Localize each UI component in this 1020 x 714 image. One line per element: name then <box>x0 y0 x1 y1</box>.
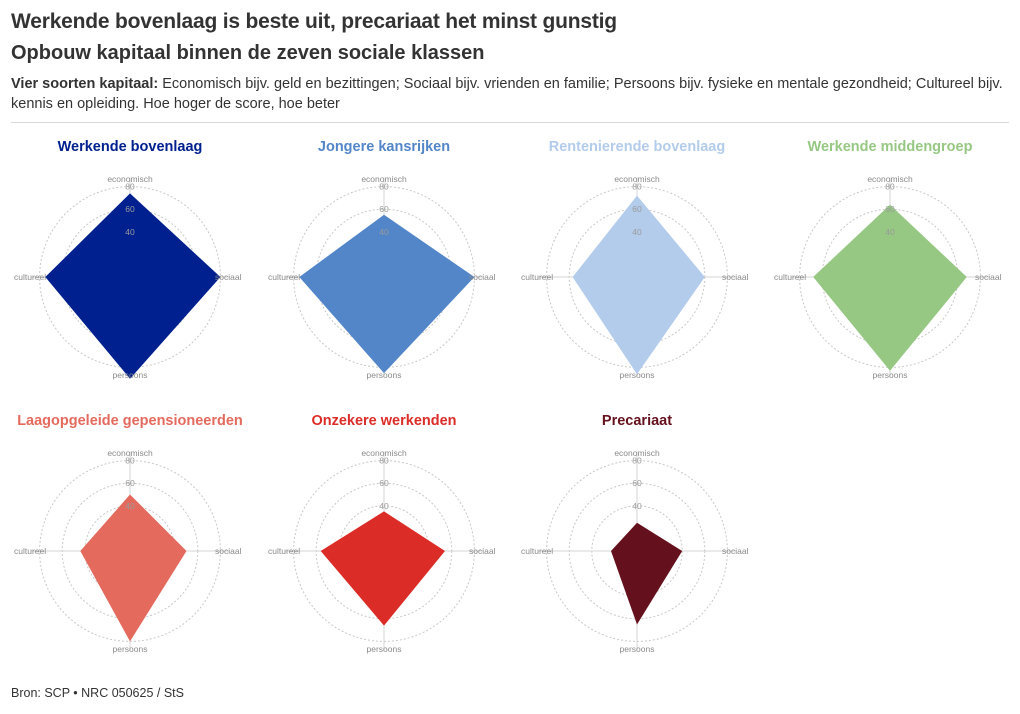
header-divider <box>11 122 1009 123</box>
axis-label-sociaal: sociaal <box>215 546 242 556</box>
tick-label-80: 80 <box>125 182 135 192</box>
tick-label-60: 60 <box>632 204 642 214</box>
axis-label-persoons: persoons <box>620 644 655 654</box>
axis-label-persoons: persoons <box>113 644 148 654</box>
description-bold: Vier soorten kapitaal: <box>11 76 159 92</box>
axis-label-sociaal: sociaal <box>215 272 242 282</box>
axis-label-economisch: economisch <box>107 174 153 184</box>
tick-label-60: 60 <box>885 204 895 214</box>
tick-label-60: 60 <box>379 204 389 214</box>
data-area <box>45 193 221 379</box>
axis-label-cultureel: cultureel <box>14 546 46 556</box>
axis-label-economisch: economisch <box>107 448 153 458</box>
axis-label-cultureel: cultureel <box>14 272 46 282</box>
radar-laagopgeleide-gepensioneerden: Laagopgeleide gepensioneerden 40 60 80econo… <box>14 413 243 654</box>
axis-label-sociaal: sociaal <box>469 546 496 556</box>
chart-description: Vier soorten kapitaal: Economisch bijv. … <box>11 74 1011 114</box>
tick-label-40: 40 <box>379 501 389 511</box>
axis-label-sociaal: sociaal <box>975 272 1002 282</box>
tick-label-80: 80 <box>885 182 895 192</box>
radar-title: Werkende middengroep <box>808 139 973 155</box>
axis-label-cultureel: cultureel <box>521 272 553 282</box>
tick-label-60: 60 <box>125 478 135 488</box>
chart-title: Werkende bovenlaag is beste uit, precari… <box>11 10 617 33</box>
axis-label-economisch: economisch <box>361 448 407 458</box>
axis-label-persoons: persoons <box>620 370 655 380</box>
axis-label-persoons: persoons <box>113 370 148 380</box>
data-area <box>611 522 683 625</box>
tick-label-80: 80 <box>632 182 642 192</box>
source-note: Bron: SCP • NRC 050625 / StS <box>11 686 184 700</box>
axis-label-economisch: economisch <box>614 174 660 184</box>
axis-label-cultureel: cultureel <box>268 546 300 556</box>
chart-subtitle: Opbouw kapitaal binnen de zeven sociale … <box>11 42 485 64</box>
radar-title: Jongere kansrijken <box>318 139 450 155</box>
axis-label-economisch: economisch <box>361 174 407 184</box>
tick-label-60: 60 <box>125 204 135 214</box>
axis-label-cultureel: cultureel <box>268 272 300 282</box>
tick-label-80: 80 <box>379 456 389 466</box>
axis-label-sociaal: sociaal <box>722 546 749 556</box>
tick-label-40: 40 <box>379 227 389 237</box>
radar-title: Onzekere werkenden <box>311 413 456 429</box>
tick-label-40: 40 <box>885 227 895 237</box>
tick-label-80: 80 <box>125 456 135 466</box>
data-area <box>299 214 475 374</box>
description-text: Economisch bijv. geld en bezittingen; So… <box>11 76 1003 112</box>
tick-label-60: 60 <box>632 478 642 488</box>
tick-label-80: 80 <box>379 182 389 192</box>
data-area <box>80 494 187 642</box>
radar-title: Laagopgeleide gepensioneerden <box>17 413 243 429</box>
axis-label-cultureel: cultureel <box>774 272 806 282</box>
axis-label-economisch: economisch <box>867 174 913 184</box>
axis-label-sociaal: sociaal <box>469 272 496 282</box>
tick-label-80: 80 <box>632 456 642 466</box>
axis-label-sociaal: sociaal <box>722 272 749 282</box>
radar-title: Precariaat <box>602 413 672 429</box>
radar-title: Rentenierende bovenlaag <box>549 139 725 155</box>
axis-label-persoons: persoons <box>367 370 402 380</box>
tick-label-40: 40 <box>125 501 135 511</box>
tick-label-40: 40 <box>632 501 642 511</box>
tick-label-60: 60 <box>379 478 389 488</box>
data-area <box>320 511 445 626</box>
axis-label-economisch: economisch <box>614 448 660 458</box>
axis-label-persoons: persoons <box>873 370 908 380</box>
data-area <box>572 195 705 375</box>
data-area <box>813 204 967 371</box>
tick-label-40: 40 <box>125 227 135 237</box>
axis-label-persoons: persoons <box>367 644 402 654</box>
axis-label-cultureel: cultureel <box>521 546 553 556</box>
radar-title: Werkende bovenlaag <box>58 139 203 155</box>
tick-label-40: 40 <box>632 227 642 237</box>
